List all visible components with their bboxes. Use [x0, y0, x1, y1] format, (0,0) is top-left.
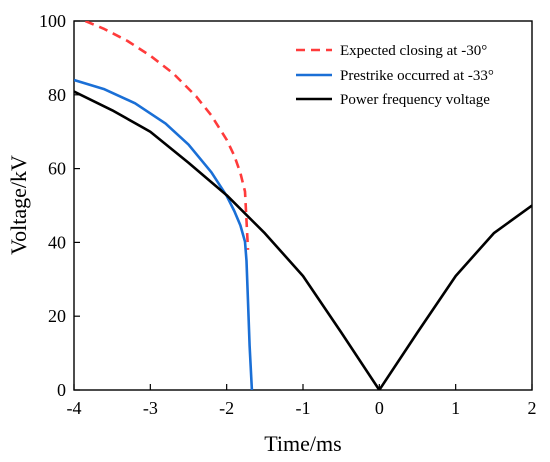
y-tick-label: 0 — [57, 380, 66, 400]
series-line-1 — [84, 21, 250, 250]
legend-label-2: Prestrike occurred at -33° — [340, 68, 494, 84]
legend: Expected closing at -30° Prestrike occurr… — [296, 43, 494, 108]
y-tick-label: 100 — [39, 11, 66, 31]
legend-label-1: Expected closing at -30° — [340, 43, 487, 59]
y-tick-label: 20 — [48, 306, 66, 326]
y-tick-label: 80 — [48, 85, 66, 105]
x-tick-label: -1 — [296, 398, 311, 418]
series-line-3 — [74, 90, 532, 390]
x-tick-label: 0 — [375, 398, 384, 418]
x-axis-title: Time/ms — [264, 431, 341, 456]
y-tick-label: 60 — [48, 159, 66, 179]
x-tick-label: -2 — [219, 398, 234, 418]
x-tick-label: 1 — [451, 398, 460, 418]
y-axis-title: Voltage/kV — [6, 155, 31, 255]
x-tick-label: -4 — [67, 398, 82, 418]
y-tick-label: 40 — [48, 232, 66, 252]
x-tick-label: -3 — [143, 398, 158, 418]
series-line-2 — [74, 78, 254, 390]
legend-label-3: Power frequency voltage — [340, 92, 490, 108]
x-tick-label: 2 — [528, 398, 537, 418]
